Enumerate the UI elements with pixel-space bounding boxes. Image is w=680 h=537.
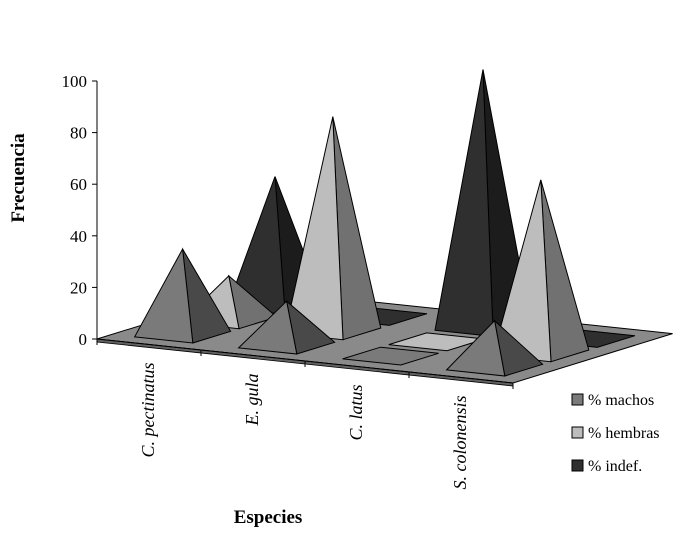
category-label: E. gula: [242, 374, 262, 427]
pyramid-front-face: [434, 69, 494, 337]
legend-label: % hembras: [588, 425, 660, 442]
y-tick-label: 80: [70, 124, 87, 143]
y-tick-label: 20: [70, 278, 87, 297]
legend-swatch: [571, 426, 584, 439]
legend-label: % machos: [588, 392, 654, 409]
pyramid-bar: [492, 179, 590, 363]
x-axis-title: Especies: [234, 507, 303, 528]
pyramid-bar: [133, 247, 232, 344]
legend-label: % indef.: [588, 458, 642, 475]
category-label: C. pectinatus: [138, 363, 158, 458]
y-tick-label: 100: [62, 72, 88, 91]
pyramid-base-empty: [342, 346, 439, 366]
pyramid-front-face: [133, 247, 194, 344]
legend-swatch: [571, 393, 584, 406]
category-label: S. colonensis: [450, 396, 470, 490]
pyramid-bar: [445, 319, 544, 377]
pyramid-front-face: [445, 319, 506, 377]
y-tick-label: 0: [79, 330, 88, 349]
pyramid-bar: [342, 346, 439, 366]
category-label: C. latus: [346, 385, 366, 441]
y-tick-label: 60: [70, 175, 87, 194]
y-tick-label: 40: [70, 227, 87, 246]
pyramid-bar: [284, 116, 382, 341]
pyramid-bar: [237, 299, 336, 355]
legend-swatch: [571, 459, 584, 472]
y-axis-title: Frecuencia: [8, 133, 29, 223]
pyramid-front-face: [237, 300, 298, 355]
legend: % machos % hembras % indef.: [571, 392, 660, 475]
